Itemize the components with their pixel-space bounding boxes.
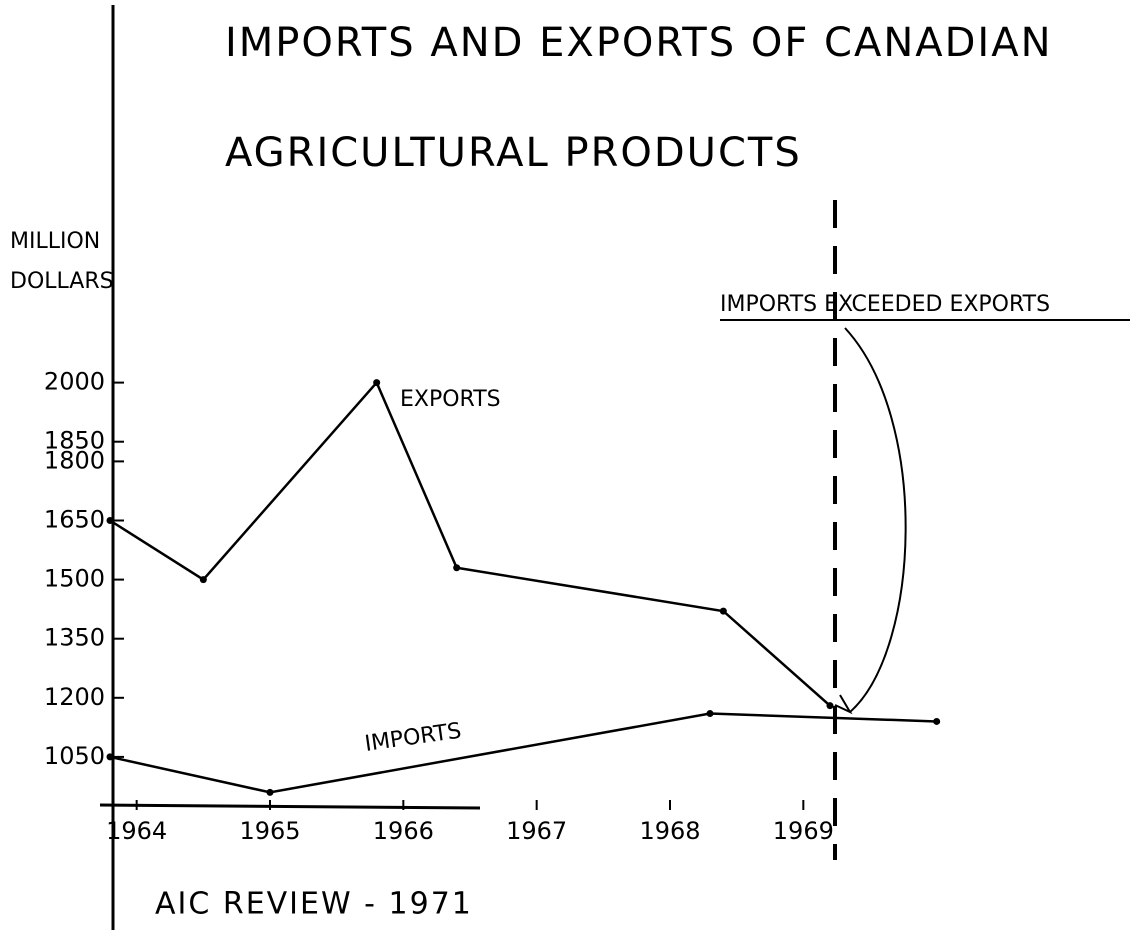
y-axis-label: DOLLARS <box>10 269 114 294</box>
x-axis <box>100 805 480 808</box>
y-tick-label: 1650 <box>44 506 105 534</box>
y-tick-label: 1200 <box>44 683 105 711</box>
y-tick-label: 2000 <box>44 368 105 396</box>
arrow-head <box>835 695 850 712</box>
y-tick-label: 1500 <box>44 565 105 593</box>
chart-title: IMPORTS AND EXPORTS OF CANADIAN <box>225 20 1053 66</box>
series-line <box>110 383 830 706</box>
y-tick-label: 1350 <box>44 624 105 652</box>
data-point <box>933 718 940 725</box>
annotation: IMPORTS EXCEEDED EXPORTS <box>720 292 1050 317</box>
x-tick-label: 1964 <box>106 817 167 845</box>
x-tick-label: 1968 <box>639 817 700 845</box>
data-point <box>200 576 207 583</box>
y-tick-label: 1800 <box>44 446 105 474</box>
x-tick-label: 1966 <box>373 817 434 845</box>
series-label: IMPORTS <box>363 719 463 757</box>
series-label: EXPORTS <box>400 387 501 412</box>
chart: IMPORTS AND EXPORTS OF CANADIAN AGRICULT… <box>0 0 1148 949</box>
data-point <box>720 608 727 615</box>
y-axis-label: MILLION <box>10 229 100 254</box>
data-point <box>107 753 114 760</box>
data-point <box>373 379 380 386</box>
chart-title: AGRICULTURAL PRODUCTS <box>225 130 802 176</box>
data-point <box>707 710 714 717</box>
x-tick-label: 1967 <box>506 817 567 845</box>
source: AIC REVIEW - 1971 <box>155 887 473 922</box>
series-line <box>110 714 937 793</box>
x-tick-label: 1969 <box>773 817 834 845</box>
page: {"chart_data": { "type": "line", "title"… <box>0 0 1148 949</box>
data-point <box>107 517 114 524</box>
data-point <box>827 702 834 709</box>
annotation-arrow <box>845 328 906 712</box>
data-point <box>453 564 460 571</box>
x-tick-label: 1965 <box>239 817 300 845</box>
data-point <box>267 789 274 796</box>
y-tick-label: 1050 <box>44 742 105 770</box>
